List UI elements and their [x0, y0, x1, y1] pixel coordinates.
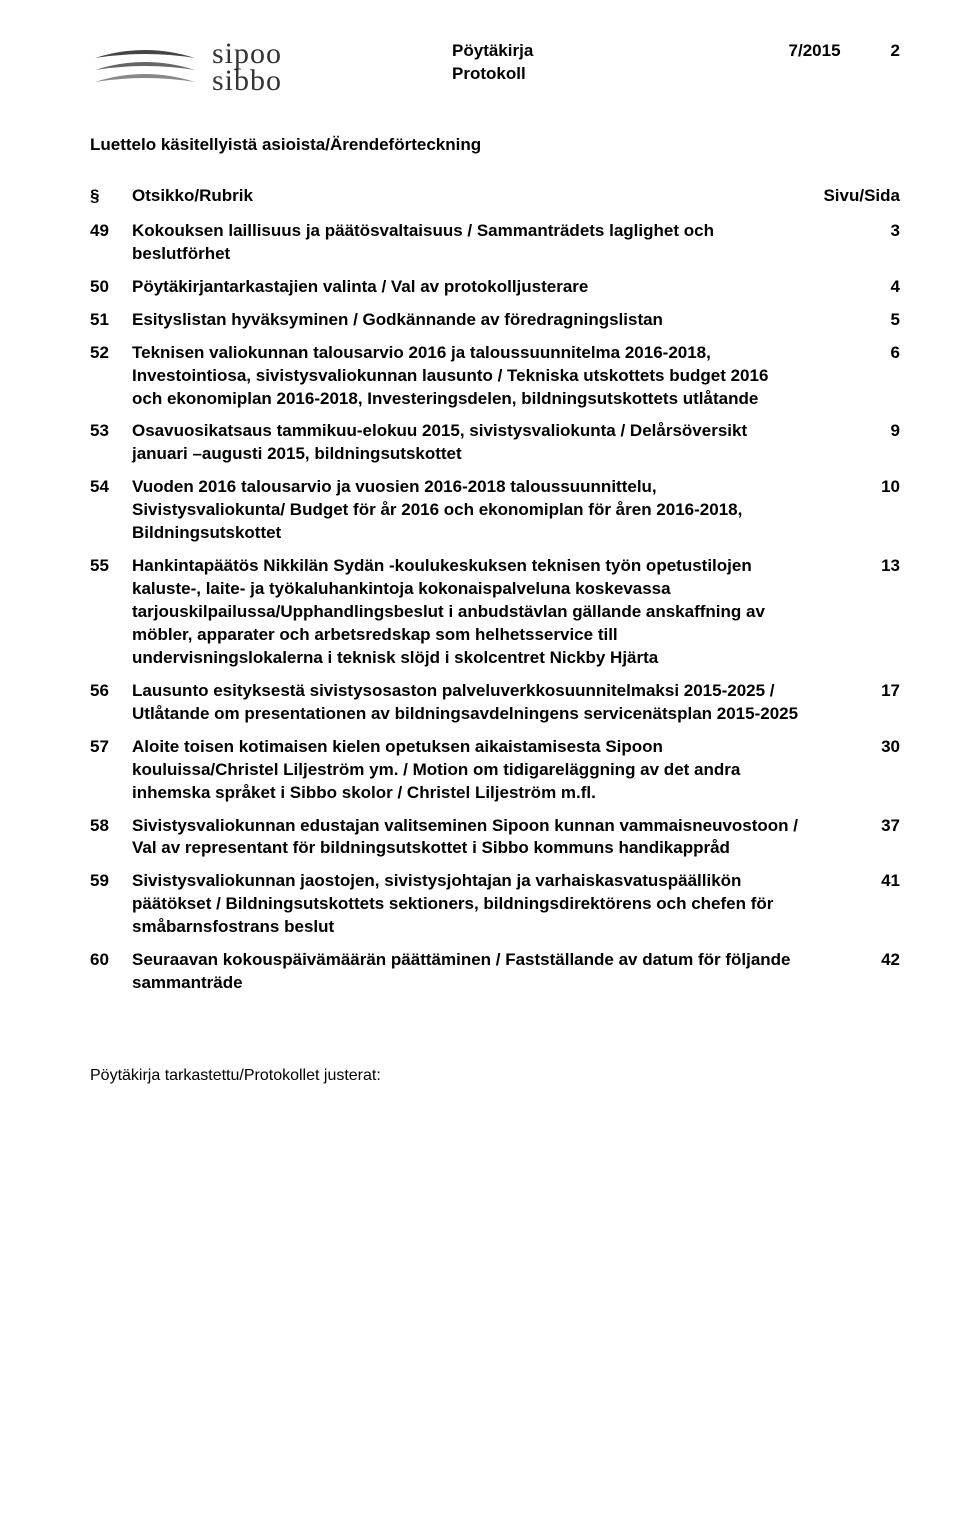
- logo-text: sipoo sibbo: [212, 40, 282, 94]
- sipoo-logo-icon: [90, 40, 200, 88]
- logo-line1: sipoo: [212, 40, 282, 67]
- toc-title: Esityslistan hyväksyminen / Godkännande …: [132, 309, 820, 332]
- doc-label-line2: Protokoll: [452, 63, 789, 86]
- toc-number: 58: [90, 815, 132, 838]
- toc-row: 50 Pöytäkirjantarkastajien valinta / Val…: [90, 276, 900, 299]
- page-number: 2: [891, 40, 900, 63]
- toc-number: 55: [90, 555, 132, 578]
- toc-row: 57 Aloite toisen kotimaisen kielen opetu…: [90, 736, 900, 805]
- toc-page: 10: [820, 476, 900, 499]
- toc-row: 53 Osavuosikatsaus tammikuu-elokuu 2015,…: [90, 420, 900, 466]
- toc-page: 41: [820, 870, 900, 893]
- column-header-page: Sivu/Sida: [820, 185, 900, 208]
- toc-title: Pöytäkirjantarkastajien valinta / Val av…: [132, 276, 820, 299]
- toc-row: 59 Sivistysvaliokunnan jaostojen, sivist…: [90, 870, 900, 939]
- toc-page: 9: [820, 420, 900, 443]
- toc-page: 30: [820, 736, 900, 759]
- toc-number: 53: [90, 420, 132, 443]
- toc-list: 49 Kokouksen laillisuus ja päätösvaltais…: [90, 220, 900, 995]
- toc-number: 59: [90, 870, 132, 893]
- toc-page: 6: [820, 342, 900, 365]
- doc-type-label: Pöytäkirja Protokoll: [282, 40, 789, 86]
- page-header: sipoo sibbo Pöytäkirja Protokoll 7/2015 …: [90, 40, 900, 94]
- toc-title: Lausunto esityksestä sivistysosaston pal…: [132, 680, 820, 726]
- toc-page: 13: [820, 555, 900, 578]
- toc-page: 17: [820, 680, 900, 703]
- toc-title: Sivistysvaliokunnan jaostojen, sivistysj…: [132, 870, 820, 939]
- toc-number: 49: [90, 220, 132, 243]
- toc-row: 58 Sivistysvaliokunnan edustajan valitse…: [90, 815, 900, 861]
- column-header-title: Otsikko/Rubrik: [132, 185, 820, 208]
- toc-page: 42: [820, 949, 900, 972]
- section-title: Luettelo käsitellyistä asioista/Ärendefö…: [90, 134, 900, 157]
- toc-row: 49 Kokouksen laillisuus ja päätösvaltais…: [90, 220, 900, 266]
- doc-number: 7/2015: [789, 40, 841, 63]
- toc-title: Aloite toisen kotimaisen kielen opetukse…: [132, 736, 820, 805]
- toc-number: 60: [90, 949, 132, 972]
- doc-meta: 7/2015 2: [789, 40, 900, 63]
- toc-page: 5: [820, 309, 900, 332]
- logo-line2: sibbo: [212, 67, 282, 94]
- toc-title: Hankintapäätös Nikkilän Sydän -koulukesk…: [132, 555, 820, 670]
- toc-row: 56 Lausunto esityksestä sivistysosaston …: [90, 680, 900, 726]
- toc-number: 57: [90, 736, 132, 759]
- toc-number: 56: [90, 680, 132, 703]
- column-header-section: §: [90, 185, 132, 208]
- toc-title: Sivistysvaliokunnan edustajan valitsemin…: [132, 815, 820, 861]
- doc-label-line1: Pöytäkirja: [452, 40, 789, 63]
- toc-row: 54 Vuoden 2016 talousarvio ja vuosien 20…: [90, 476, 900, 545]
- toc-number: 51: [90, 309, 132, 332]
- toc-page: 3: [820, 220, 900, 243]
- toc-title: Kokouksen laillisuus ja päätösvaltaisuus…: [132, 220, 820, 266]
- logo-area: sipoo sibbo: [90, 40, 282, 94]
- toc-row: 52 Teknisen valiokunnan talousarvio 2016…: [90, 342, 900, 411]
- toc-page: 37: [820, 815, 900, 838]
- toc-row: 55 Hankintapäätös Nikkilän Sydän -kouluk…: [90, 555, 900, 670]
- toc-column-headers: § Otsikko/Rubrik Sivu/Sida: [90, 185, 900, 208]
- toc-row: 60 Seuraavan kokouspäivämäärän päättämin…: [90, 949, 900, 995]
- toc-title: Seuraavan kokouspäivämäärän päättäminen …: [132, 949, 820, 995]
- toc-title: Vuoden 2016 talousarvio ja vuosien 2016-…: [132, 476, 820, 545]
- toc-page: 4: [820, 276, 900, 299]
- toc-row: 51 Esityslistan hyväksyminen / Godkännan…: [90, 309, 900, 332]
- toc-title: Teknisen valiokunnan talousarvio 2016 ja…: [132, 342, 820, 411]
- toc-title: Osavuosikatsaus tammikuu-elokuu 2015, si…: [132, 420, 820, 466]
- toc-number: 52: [90, 342, 132, 365]
- footer-note: Pöytäkirja tarkastettu/Protokollet juste…: [90, 1065, 900, 1087]
- toc-number: 54: [90, 476, 132, 499]
- toc-number: 50: [90, 276, 132, 299]
